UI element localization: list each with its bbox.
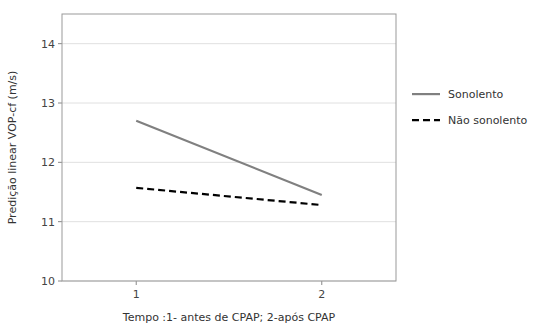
axes: 101112131412	[41, 14, 396, 301]
legend-swatch	[412, 93, 440, 95]
grid-line	[62, 221, 396, 222]
legend-label: Não sonolento	[448, 114, 527, 127]
grid-line	[62, 162, 396, 163]
x-tick	[136, 281, 137, 285]
x-axis-label: Tempo :1- antes de CPAP; 2-após CPAP	[122, 311, 336, 324]
grid-line	[62, 43, 396, 44]
x-tick-label: 2	[318, 288, 325, 301]
chart: 101112131412Tempo :1- antes de CPAP; 2-a…	[0, 0, 546, 333]
legend-swatch	[412, 119, 440, 121]
y-tick-label: 10	[41, 275, 55, 288]
y-tick-label: 14	[41, 38, 55, 51]
y-tick	[58, 43, 62, 44]
y-axis-label: Predição linear VOP-cf (m/s)	[6, 71, 19, 225]
y-tick	[58, 221, 62, 222]
y-tick-label: 12	[41, 156, 55, 169]
chart-container: 101112131412Tempo :1- antes de CPAP; 2-a…	[0, 0, 546, 333]
legend: Sonolento Não sonolento	[412, 88, 527, 127]
x-tick-label: 1	[133, 288, 140, 301]
y-tick-label: 13	[41, 97, 55, 110]
y-tick	[58, 162, 62, 163]
grid-line	[62, 103, 396, 104]
series-group	[136, 121, 322, 205]
plot-frame	[62, 14, 396, 281]
y-tick	[58, 281, 62, 282]
y-tick	[58, 103, 62, 104]
series-line	[136, 188, 322, 205]
legend-label: Sonolento	[448, 88, 504, 101]
x-tick	[321, 281, 322, 285]
y-tick-label: 11	[41, 216, 55, 229]
series-line	[136, 121, 322, 195]
